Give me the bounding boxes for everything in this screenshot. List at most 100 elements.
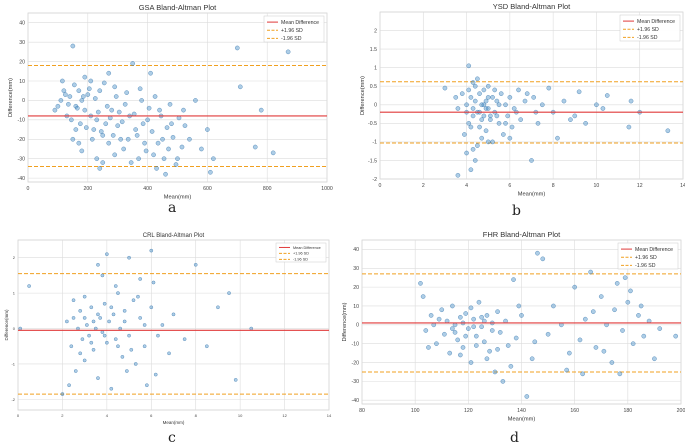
y-tick-label-b: -1.5 xyxy=(368,158,377,164)
data-point-b xyxy=(498,91,504,96)
data-point-a xyxy=(61,88,67,94)
data-point-c xyxy=(204,344,209,349)
y-tick-label-b: 0.5 xyxy=(370,84,377,90)
data-point-d xyxy=(524,394,530,399)
data-point-d xyxy=(463,333,469,339)
x-tick-label-d: 120 xyxy=(464,408,473,414)
data-point-b xyxy=(507,95,513,100)
data-point-d xyxy=(489,328,495,333)
data-point-b xyxy=(503,102,508,108)
data-point-c xyxy=(82,316,87,320)
data-point-a xyxy=(95,109,101,115)
x-tick-label-c: 2 xyxy=(61,413,64,418)
data-point-d xyxy=(657,326,663,331)
data-point-d xyxy=(434,341,439,347)
data-point-c xyxy=(151,280,156,285)
y-tick-label-a: -40 xyxy=(18,176,26,182)
y-tick-label-a: -30 xyxy=(18,157,26,163)
x-tick-label-b: 6 xyxy=(508,183,511,189)
data-point-a xyxy=(234,45,240,51)
data-point-a xyxy=(149,129,155,134)
data-point-c xyxy=(122,308,127,313)
data-point-a xyxy=(63,92,68,97)
data-point-d xyxy=(471,316,476,322)
data-point-b xyxy=(503,120,508,126)
data-point-c xyxy=(113,337,118,342)
x-tick-label-b: 8 xyxy=(552,183,555,189)
x-tick-label-c: 6 xyxy=(150,413,153,418)
data-point-d xyxy=(540,256,546,262)
data-point-d xyxy=(487,348,492,354)
data-point-a xyxy=(88,78,94,84)
data-point-a xyxy=(208,169,213,175)
data-point-d xyxy=(519,313,524,318)
data-point-d xyxy=(652,356,657,362)
x-tick-label-d: 180 xyxy=(624,408,633,414)
data-point-a xyxy=(106,70,112,76)
data-point-c xyxy=(118,326,123,331)
data-point-a xyxy=(94,117,100,123)
data-point-a xyxy=(258,107,264,113)
x-axis-label-c: Mean(mm) xyxy=(163,420,185,425)
data-point-b xyxy=(483,128,489,134)
x-axis-label-b: Mean(mm) xyxy=(518,191,546,197)
data-point-c xyxy=(216,305,220,310)
data-point-d xyxy=(442,331,447,337)
legend-label-d: Mean Difference xyxy=(635,247,673,253)
data-point-d xyxy=(458,314,463,320)
data-point-a xyxy=(193,98,198,103)
y-tick-label-d: 20 xyxy=(353,285,359,291)
data-point-d xyxy=(495,309,500,314)
x-tick-label-c: 0 xyxy=(17,413,20,418)
y-tick-label-d: -10 xyxy=(352,341,360,347)
data-point-a xyxy=(112,152,118,158)
data-point-d xyxy=(436,316,442,322)
data-point-b xyxy=(561,98,567,104)
y-tick-label-c: -1 xyxy=(11,361,15,366)
y-tick-label-a: 0 xyxy=(22,98,25,104)
data-point-a xyxy=(60,78,65,84)
data-point-c xyxy=(116,291,120,295)
data-point-d xyxy=(468,305,474,311)
x-tick-label-b: 12 xyxy=(637,183,643,189)
data-point-a xyxy=(137,86,143,92)
data-point-a xyxy=(187,136,192,142)
data-point-b xyxy=(594,102,599,108)
chart-d: 80 100 120 140 160 180 200 -40 -30 -20 -10 0 10 20 30 4… xyxy=(342,230,685,422)
data-point-d xyxy=(513,335,519,341)
data-point-a xyxy=(100,133,106,138)
data-point-d xyxy=(505,343,511,348)
x-tick-label-a: 0 xyxy=(27,186,30,192)
x-tick-label-a: 800 xyxy=(263,186,272,192)
data-point-a xyxy=(143,148,149,154)
y-tick-label-a: 20 xyxy=(19,59,25,65)
y-axis-label-a: Difference(mm) xyxy=(8,78,14,117)
data-point-c xyxy=(91,319,96,324)
data-point-a xyxy=(285,49,291,55)
data-point-b xyxy=(496,102,502,108)
data-point-c xyxy=(127,255,131,260)
panel-letter-c: c xyxy=(168,430,176,446)
data-point-d xyxy=(628,288,633,294)
data-point-c xyxy=(87,333,91,338)
panel-letter-d: d xyxy=(510,430,519,446)
data-point-a xyxy=(94,156,100,162)
y-tick-label-b: 1 xyxy=(374,65,377,71)
data-point-a xyxy=(163,171,168,177)
data-point-b xyxy=(546,85,552,91)
data-point-a xyxy=(103,121,109,127)
data-point-c xyxy=(120,355,125,359)
data-point-b xyxy=(492,87,498,93)
panel-letter-a: a xyxy=(168,200,177,216)
data-point-c xyxy=(82,358,87,363)
legend-label-a: +1.96 SD xyxy=(281,28,303,34)
data-point-b xyxy=(485,95,491,100)
legend-label-a: Mean Difference xyxy=(281,20,319,26)
data-point-c xyxy=(78,308,83,313)
data-point-d xyxy=(590,309,596,314)
data-point-d xyxy=(484,313,490,318)
data-point-b xyxy=(453,95,459,100)
y-axis-label-c: Difference(mm) xyxy=(4,309,9,340)
data-point-a xyxy=(146,105,152,111)
